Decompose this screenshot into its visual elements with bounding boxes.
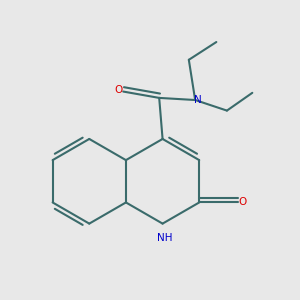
Text: O: O: [239, 197, 247, 207]
Text: N: N: [194, 95, 202, 105]
Text: NH: NH: [157, 233, 172, 243]
Text: O: O: [114, 85, 123, 95]
